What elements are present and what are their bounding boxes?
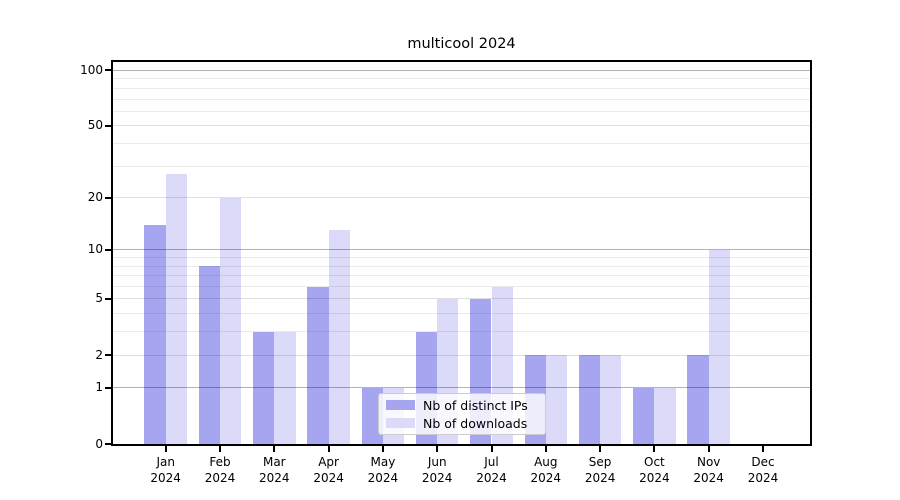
bar-downloads-jan — [165, 174, 187, 444]
bar-distinct-ips-jan — [144, 224, 166, 444]
x-tick-label-apr: Apr 2024 — [313, 455, 344, 485]
bar-downloads-mar — [274, 331, 296, 444]
legend-label-distinct-ips: Nb of distinct IPs — [423, 397, 528, 413]
gridline-decade-100 — [113, 69, 810, 71]
bar-distinct-ips-feb — [198, 266, 220, 444]
gridline-labeled-5 — [113, 298, 810, 300]
gridline-minor-60 — [113, 110, 810, 112]
x-tick-label-feb: Feb 2024 — [204, 455, 236, 485]
bar-downloads-sep — [600, 355, 622, 444]
gridline-minor-40 — [113, 142, 810, 144]
y-tick-mark-100 — [105, 69, 111, 72]
bar-downloads-nov — [708, 249, 730, 444]
gridline-minor-3 — [113, 331, 810, 333]
x-tick-mark-jun — [436, 446, 439, 452]
legend-swatch-downloads — [386, 418, 415, 428]
gridline-minor-80 — [113, 87, 810, 89]
gridline-minor-8 — [113, 265, 810, 267]
gridline-labeled-2 — [113, 354, 810, 356]
x-tick-mark-mar — [273, 446, 276, 452]
y-tick-label-1: 1 — [95, 380, 103, 395]
x-tick-mark-sep — [599, 446, 602, 452]
plot-border — [111, 60, 812, 446]
bar-distinct-ips-may — [361, 387, 383, 444]
y-tick-label-20: 20 — [87, 190, 103, 205]
gridline-minor-6 — [113, 286, 810, 288]
x-tick-mark-may — [381, 446, 384, 452]
x-tick-mark-dec — [762, 446, 764, 452]
plot-area — [113, 62, 810, 444]
x-tick-label-sep: Sep 2024 — [584, 455, 616, 485]
gridline-labeled-20 — [113, 197, 810, 199]
bar-distinct-ips-mar — [253, 331, 275, 444]
gridline-minor-30 — [113, 165, 810, 167]
legend-item-distinct-ips: Nb of distinct IPs — [386, 398, 537, 413]
legend-swatch-distinct-ips — [386, 400, 415, 410]
legend-item-downloads: Nb of downloads — [386, 416, 537, 431]
x-tick-mark-aug — [544, 446, 547, 452]
gridline-minor-9 — [113, 257, 810, 259]
legend-label-downloads: Nb of downloads — [423, 415, 528, 431]
bar-distinct-ips-sep — [578, 355, 601, 444]
y-tick-mark-10 — [105, 248, 111, 251]
bar-downloads-apr — [328, 230, 350, 444]
bar-downloads-feb — [220, 197, 242, 444]
bar-distinct-ips-oct — [633, 387, 655, 444]
x-tick-label-dec: Dec 2024 — [747, 455, 779, 485]
x-tick-mark-nov — [707, 446, 710, 452]
y-tick-label-100: 100 — [80, 62, 103, 77]
x-tick-mark-apr — [327, 446, 330, 452]
x-tick-mark-oct — [653, 446, 656, 452]
gridline-minor-7 — [113, 275, 810, 277]
gridline-minor-4 — [113, 313, 810, 315]
y-tick-mark-20 — [105, 196, 111, 199]
y-tick-label-2: 2 — [95, 347, 103, 362]
y-tick-label-50: 50 — [87, 118, 103, 133]
y-tick-mark-0 — [105, 443, 111, 445]
y-tick-mark-2 — [105, 354, 111, 357]
x-tick-label-jan: Jan 2024 — [150, 455, 181, 485]
y-tick-label-10: 10 — [87, 242, 103, 257]
gridline-decade-10 — [113, 249, 810, 251]
y-tick-label-0: 0 — [95, 436, 103, 451]
gridline-minor-90 — [113, 78, 810, 80]
bar-distinct-ips-apr — [307, 286, 329, 444]
bar-distinct-ips-nov — [687, 355, 709, 444]
x-tick-mark-jul — [490, 446, 493, 452]
x-tick-mark-feb — [219, 446, 221, 452]
y-tick-mark-50 — [105, 124, 111, 127]
gridline-decade-1 — [113, 387, 810, 389]
x-tick-label-oct: Oct 2024 — [639, 455, 670, 485]
bar-downloads-oct — [654, 387, 676, 444]
y-tick-mark-1 — [105, 386, 111, 389]
bar-downloads-aug — [545, 355, 568, 444]
x-tick-label-aug: Aug 2024 — [530, 455, 562, 485]
chart-title: multicool 2024 — [407, 36, 516, 52]
x-tick-label-jul: Jul 2024 — [476, 455, 507, 485]
legend: Nb of distinct IPs Nb of downloads — [378, 393, 546, 435]
x-tick-label-may: May 2024 — [367, 455, 399, 485]
x-tick-label-jun: Jun 2024 — [421, 455, 453, 485]
gridline-labeled-50 — [113, 125, 810, 127]
y-tick-label-5: 5 — [95, 291, 103, 306]
x-tick-label-nov: Nov 2024 — [693, 455, 724, 485]
x-tick-mark-jan — [164, 446, 167, 452]
y-tick-mark-5 — [105, 297, 111, 300]
x-tick-label-mar: Mar 2024 — [259, 455, 290, 485]
gridline-minor-70 — [113, 98, 810, 100]
